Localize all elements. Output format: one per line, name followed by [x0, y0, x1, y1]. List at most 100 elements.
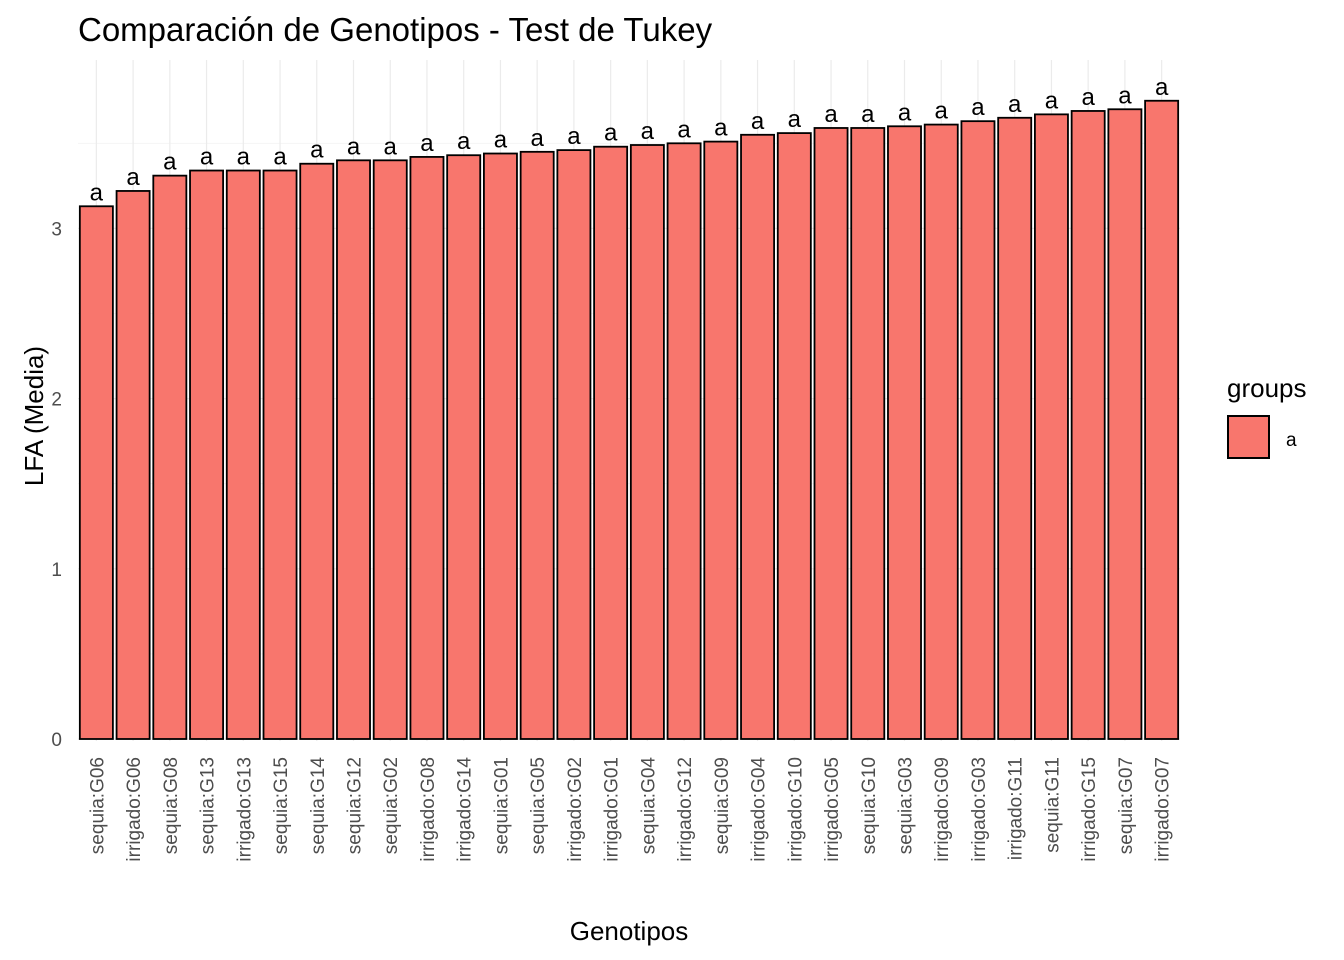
bar-group-label: a	[861, 101, 875, 128]
x-tick-label: irrigado:G06	[124, 757, 145, 862]
bar	[629, 144, 665, 740]
x-tick-label: irrigado:G03	[969, 757, 990, 862]
bar	[336, 159, 371, 740]
bar-group-label: a	[237, 144, 251, 171]
x-tick-label: irrigado:G02	[565, 757, 586, 862]
bar-group-label: a	[273, 144, 287, 171]
x-tick-label: irrigado:G09	[932, 757, 953, 862]
bar	[556, 149, 592, 740]
x-tick-label: irrigado:G07	[1153, 757, 1174, 862]
bar-group-label: a	[310, 137, 324, 164]
x-tick-label: irrigado:G15	[1079, 757, 1100, 862]
bar	[189, 169, 224, 740]
bar	[372, 159, 408, 740]
bar	[409, 156, 445, 740]
legend: groups a	[1227, 373, 1307, 459]
y-axis-title: LFA (Media)	[19, 346, 49, 486]
y-tick-label: 2	[51, 390, 62, 411]
x-tick-label: sequia:G01	[491, 757, 512, 854]
bar	[960, 120, 996, 740]
bar	[115, 190, 151, 740]
bar-group-label: a	[898, 99, 912, 126]
chart-title: Comparación de Genotipos - Test de Tukey	[78, 11, 713, 48]
bar-group-label: a	[90, 179, 104, 206]
y-tick-label: 1	[51, 560, 62, 581]
bar-group-label: a	[604, 120, 618, 147]
legend-swatch	[1227, 415, 1270, 459]
bar-group-label: a	[126, 164, 140, 191]
x-tick-label: sequia:G04	[638, 757, 659, 855]
x-tick-label: sequia:G02	[381, 757, 402, 854]
bar-group-label: a	[935, 98, 949, 125]
bar-group-label: a	[1045, 87, 1059, 114]
x-tick-label: irrigado:G01	[602, 757, 623, 862]
x-tick-label: sequia:G12	[345, 757, 366, 854]
x-tick-label: sequia:G15	[271, 757, 292, 854]
bar-group-label: a	[420, 130, 434, 157]
bar-group-label: a	[347, 133, 361, 160]
y-tick-label: 0	[51, 730, 62, 751]
x-tick-label: irrigado:G13	[234, 757, 255, 862]
x-axis-title: Genotipos	[570, 916, 689, 946]
bar	[1070, 110, 1106, 740]
bar	[703, 140, 739, 740]
bar	[997, 116, 1033, 740]
bar-group-label: a	[788, 106, 802, 133]
x-tick-label: sequia:G03	[896, 757, 917, 854]
bar-group-label: a	[677, 116, 691, 143]
bar	[225, 169, 261, 740]
y-axis-ticks: 0 1 2 3	[51, 219, 62, 751]
x-tick-label: sequia:G10	[859, 757, 880, 854]
bar	[813, 127, 849, 740]
x-tick-label: sequia:G05	[528, 757, 549, 854]
bar	[776, 132, 812, 740]
bar-group-label: a	[971, 94, 985, 121]
bar	[923, 123, 959, 740]
bar	[483, 152, 518, 740]
x-tick-label: sequia:G06	[87, 757, 108, 854]
bar	[299, 162, 335, 740]
legend-title: groups	[1227, 373, 1307, 403]
bar-labels: aaa a a a a a a a a a a a a a a a a a a a a a a a a a a a	[90, 74, 1169, 207]
x-tick-label: irrigado:G08	[418, 757, 439, 862]
bar	[1034, 113, 1069, 740]
bars	[78, 99, 1180, 740]
bar-group-label: a	[751, 108, 765, 135]
x-tick-label: irrigado:G14	[455, 757, 476, 862]
bar-group-label: a	[824, 101, 838, 128]
bar	[666, 142, 702, 740]
bar	[593, 145, 629, 740]
bar-group-label: a	[641, 118, 655, 145]
x-tick-label: irrigado:G04	[749, 757, 770, 862]
bar-group-label: a	[1155, 74, 1169, 101]
y-tick-label: 3	[51, 219, 62, 240]
x-tick-label: irrigado:G11	[1006, 757, 1027, 860]
x-tick-label: irrigado:G12	[675, 757, 696, 862]
bar	[446, 154, 482, 740]
bar-group-label: a	[567, 123, 581, 150]
bar	[519, 150, 555, 740]
bar	[1107, 108, 1143, 740]
bar	[850, 127, 886, 740]
bar-group-label: a	[163, 149, 177, 176]
bar-group-label: a	[494, 127, 508, 154]
bar-group-label: a	[714, 115, 728, 142]
bar-group-label: a	[384, 133, 398, 160]
bar-group-label: a	[457, 128, 471, 155]
bar-group-label: a	[1081, 84, 1095, 111]
bar	[262, 169, 298, 740]
bar	[152, 174, 188, 740]
x-tick-label: sequia:G11	[1042, 757, 1063, 853]
bar	[740, 133, 775, 740]
x-tick-label: sequia:G08	[161, 757, 182, 854]
x-axis-ticks: sequia:G06 irrigado:G06 sequia:G08 sequia:G…	[87, 757, 1173, 862]
bar-group-label: a	[1118, 82, 1132, 109]
bar-group-label: a	[530, 125, 544, 152]
legend-entry-a: a	[1286, 430, 1297, 451]
bar	[887, 125, 922, 740]
bar-group-label: a	[1008, 91, 1022, 118]
x-tick-label: sequia:G09	[712, 757, 733, 854]
bar	[78, 205, 114, 740]
x-tick-label: sequia:G13	[198, 757, 219, 854]
